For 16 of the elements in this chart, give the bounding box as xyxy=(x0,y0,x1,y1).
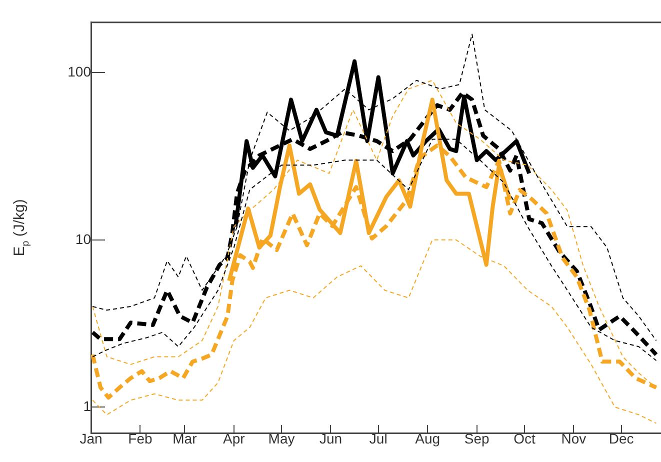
y-tick-label: 1 xyxy=(83,398,92,414)
x-tick-label: Dec xyxy=(608,430,634,446)
x-tick-label: May xyxy=(268,430,295,446)
x-tick-label: Feb xyxy=(128,430,152,446)
y-tick-label: 10 xyxy=(75,230,92,247)
x-tick-label: Apr xyxy=(223,430,246,446)
y-tick-label: 100 xyxy=(68,64,92,80)
x-tick-label: Jun xyxy=(319,430,342,446)
x-tick-label: Mar xyxy=(172,430,198,446)
x-tick-label: Nov xyxy=(561,430,586,446)
x-tick-label: Jan xyxy=(80,430,102,446)
y-axis-title: Ep (J/kg) xyxy=(11,199,32,256)
x-tick-label: Oct xyxy=(514,430,536,446)
x-tick-label: Jul xyxy=(369,430,388,446)
x-tick-label: Aug xyxy=(415,430,440,446)
x-tick-label: Sep xyxy=(464,430,490,446)
